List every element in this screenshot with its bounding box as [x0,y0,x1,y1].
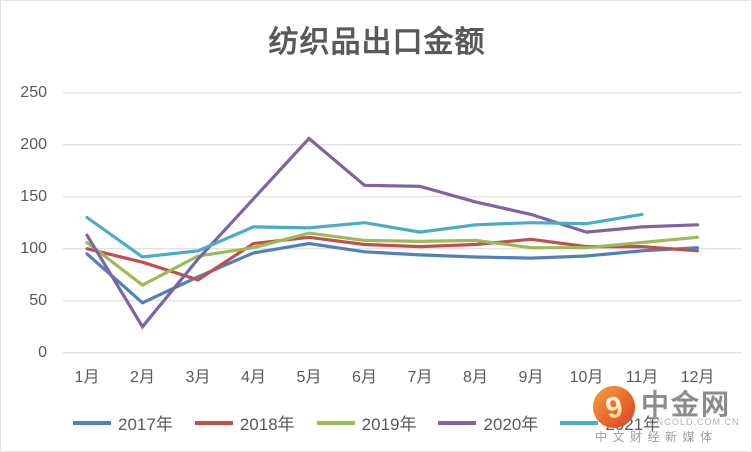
legend-item-2020年: 2020年 [438,410,538,435]
y-tick-label: 100 [20,239,47,257]
x-category-label: 6月 [352,369,377,386]
y-tick-label: 50 [29,291,47,309]
x-category-label: 3月 [185,369,211,386]
x-category-label: 5月 [296,369,322,386]
x-category-label: 8月 [463,369,488,386]
y-tick-label: 150 [20,187,47,205]
series-line-2019年 [85,231,700,287]
legend-label: 2020年 [483,415,539,434]
legend-swatch-icon [316,420,355,425]
watermark-site-text: CNGOLD.COM.CN [649,417,740,427]
series-line-2021年 [85,212,644,259]
legend-item-2017年: 2017年 [73,410,173,435]
x-category-label: 11月 [625,369,659,386]
x-category-label: 12月 [680,369,715,386]
cngold-logo-icon: 9 [592,385,636,429]
legend-swatch-icon [438,420,477,425]
legend-label: 2019年 [361,415,417,434]
legend-label: 2018年 [239,415,295,434]
x-category-label: 4月 [241,369,266,386]
chart-legend: 2017年 2018年 2019年 2020年 2021年 [73,410,660,435]
watermark: 9 中金网 CNGOLD.COM.CN 中文财经新媒体 [589,381,751,451]
legend-label: 2017年 [118,415,173,434]
legend-item-2019年: 2019年 [316,410,417,435]
x-category-label: 9月 [518,369,544,386]
series-line-2017年 [85,241,700,305]
series-line-2018年 [85,235,700,282]
watermark-brand-text: 中金网 [641,390,732,421]
y-tick-label: 200 [20,135,47,153]
x-category-label: 10月 [569,369,604,386]
legend-item-2018年: 2018年 [194,410,295,435]
x-category-label: 1月 [74,369,100,386]
svg-text:9: 9 [603,390,626,426]
y-tick-label: 250 [20,83,47,101]
chart-title: 纺织品出口金额 [268,26,486,59]
x-category-label: 7月 [407,369,433,386]
watermark-tagline-text: 中文财经新媒体 [595,430,718,444]
y-tick-label: 0 [38,343,47,361]
legend-swatch-icon [560,420,599,425]
legend-swatch-icon [194,420,233,425]
legend-swatch-icon [73,420,111,425]
series-line-2020年 [85,136,700,330]
x-category-label: 2月 [130,369,155,386]
